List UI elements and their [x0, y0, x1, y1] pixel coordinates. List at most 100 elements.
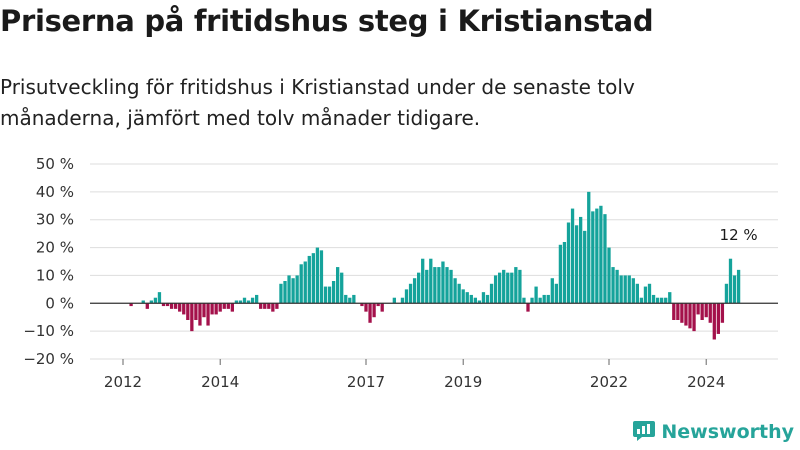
bar: [623, 275, 627, 304]
bar: [473, 297, 477, 304]
bar-chart: 50 % 40 % 30 % 20 % 10 % 0 % −10 % −20 % 2012 201…: [23, 155, 778, 391]
bar: [186, 303, 190, 320]
bar: [299, 264, 303, 304]
y-tick-label: 0 %: [45, 294, 74, 312]
bar: [400, 297, 405, 304]
bar: [700, 303, 704, 320]
bar: [530, 297, 534, 304]
bar: [161, 303, 166, 307]
bar: [344, 294, 348, 304]
bar: [489, 283, 494, 304]
bar: [340, 272, 344, 304]
bar: [218, 303, 222, 312]
bar: [421, 258, 425, 304]
bar: [570, 208, 575, 304]
bar: [716, 303, 720, 334]
bar: [510, 272, 514, 304]
y-tick-label: 30 %: [36, 211, 74, 229]
bar: [250, 297, 255, 304]
bar: [222, 303, 226, 309]
bar-chart-icon: [632, 418, 656, 446]
bar: [546, 294, 550, 304]
bar: [178, 303, 182, 312]
bar: [704, 303, 708, 318]
bar: [599, 205, 603, 304]
bar: [157, 292, 162, 304]
bar: [165, 303, 170, 307]
bar: [615, 269, 619, 304]
bar: [627, 275, 631, 304]
bar: [712, 303, 716, 340]
bar: [194, 303, 198, 320]
bar: [477, 300, 482, 304]
bar: [591, 211, 595, 304]
bar: [190, 303, 194, 332]
bar: [680, 303, 684, 323]
bar: [182, 303, 186, 315]
bar: [348, 297, 352, 304]
bar: [688, 303, 692, 329]
bar: [303, 261, 307, 304]
bar: [295, 275, 299, 304]
bar: [226, 303, 230, 309]
bar: [518, 269, 522, 304]
bar: [214, 303, 218, 315]
bar: [603, 214, 607, 304]
bar: [720, 303, 725, 323]
bar: [153, 297, 158, 304]
bar: [437, 267, 441, 304]
y-tick-label: −20 %: [23, 350, 74, 368]
bar: [352, 294, 356, 304]
bar: [327, 286, 332, 304]
bar: [595, 208, 599, 304]
bar: [336, 267, 340, 304]
bar: [672, 303, 676, 320]
chart-subtitle: Prisutveckling för fritidshus i Kristian…: [0, 75, 635, 130]
y-tick-label: 20 %: [36, 239, 74, 257]
bar: [554, 283, 558, 304]
x-tick-label: 2014: [201, 373, 239, 391]
bar: [655, 297, 660, 304]
bar: [275, 303, 279, 309]
bar: [429, 258, 433, 304]
bar: [550, 278, 554, 304]
bar: [412, 278, 417, 304]
bar: [145, 303, 149, 309]
bar: [692, 303, 696, 332]
chart-title: Priserna på fritidshus steg i Kristianst…: [0, 4, 654, 38]
bar: [141, 300, 145, 304]
bar: [696, 303, 700, 315]
newsworthy-logo: Newsworthy: [632, 418, 794, 446]
bar: [562, 242, 567, 304]
bar: [664, 297, 668, 304]
y-tick-label: −10 %: [23, 322, 74, 340]
bar: [708, 303, 712, 323]
bar: [635, 283, 639, 304]
bar: [307, 255, 311, 304]
bar: [453, 278, 457, 304]
bar: [651, 294, 656, 304]
bar: [202, 303, 206, 318]
bar: [372, 303, 376, 318]
bar: [368, 303, 372, 323]
bar: [724, 283, 729, 304]
bar: [639, 297, 644, 304]
bar: [583, 230, 587, 304]
bar: [319, 250, 324, 304]
bar: [579, 216, 583, 304]
bar: [408, 283, 413, 304]
bar: [287, 275, 291, 304]
bar: [566, 222, 571, 304]
bar: [417, 272, 421, 304]
bar: [149, 300, 153, 304]
bar: [643, 286, 648, 304]
bar: [271, 303, 275, 312]
bar: [647, 283, 652, 304]
bar: [676, 303, 680, 320]
x-tick-label: 2024: [687, 373, 725, 391]
x-tick-label: 2022: [590, 373, 628, 391]
bar: [246, 300, 251, 304]
bar: [210, 303, 214, 315]
x-tick-label: 2019: [444, 373, 482, 391]
bar: [461, 289, 465, 304]
